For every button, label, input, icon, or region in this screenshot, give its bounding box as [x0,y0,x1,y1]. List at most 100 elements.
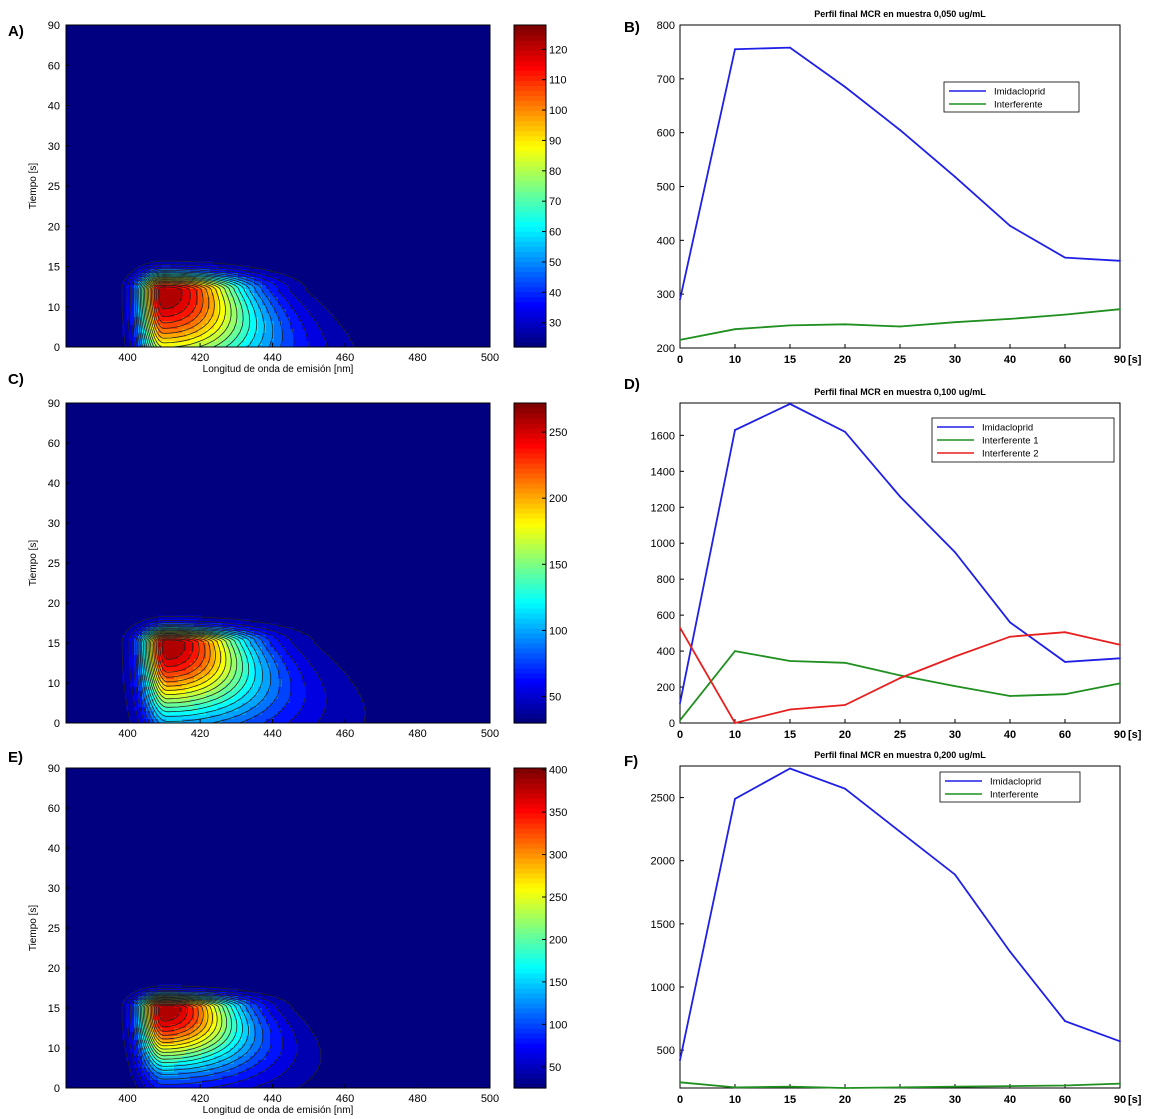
contour-cell [154,189,159,194]
contour-cell [274,57,279,62]
contour-cell [438,161,443,166]
contour-cell [282,145,287,150]
contour-cell [142,137,147,142]
contour-cell [358,197,363,202]
contour-cell [366,57,371,62]
contour-cell [78,29,83,34]
contour-cell [134,45,139,50]
contour-cell [486,65,490,70]
contour-cell [262,117,267,122]
contour-cell [290,69,295,74]
contour-cell [202,89,207,94]
contour-cell [202,181,207,186]
contour-cell [310,149,315,154]
contour-cell [446,109,451,114]
contour-cell [222,165,227,170]
contour-cell [258,149,263,154]
contour-cell [406,101,411,106]
contour-cell [478,121,483,126]
contour-cell [226,177,231,182]
contour-cell [354,149,359,154]
contour-cell [410,53,415,58]
contour-cell [446,121,451,126]
contour-cell [422,93,427,98]
contour-cell [214,117,219,122]
contour-cell [142,129,147,134]
contour-cell [258,173,263,178]
contour-cell [322,137,327,142]
contour-cell [394,97,399,102]
contour-cell [214,25,219,30]
contour-cell [146,149,151,154]
contour-cell [246,33,251,38]
contour-cell [362,165,367,170]
contour-cell [446,173,451,178]
contour-cell [454,125,459,130]
contour-cell [190,189,195,194]
contour-cell [382,105,387,110]
contour-cell [414,133,419,138]
contour-cell [446,153,451,158]
contour-cell [290,197,295,202]
contour-cell [194,73,199,78]
contour-cell [402,97,407,102]
contour-cell [326,201,331,206]
contour-cell [170,149,175,154]
contour-cell [262,197,267,202]
contour-cell [302,37,307,42]
contour-cell [230,201,235,206]
contour-cell [362,117,367,122]
contour-cell [378,25,383,30]
contour-cell [346,57,351,62]
contour-cell [346,137,351,142]
contour-cell [78,133,83,138]
contour-cell [338,113,343,118]
contour-cell [370,201,375,206]
contour-cell [350,61,355,66]
contour-cell [142,145,147,150]
contour-cell [150,73,155,78]
contour-cell [286,153,291,158]
contour-cell [298,161,303,166]
contour-cell [390,113,395,118]
contour-cell [390,137,395,142]
contour-cell [194,109,199,114]
contour-cell [286,189,291,194]
contour-cell [110,165,115,170]
contour-cell [474,197,479,202]
contour-cell [282,45,287,50]
contour-cell [178,53,183,58]
contour-cell [410,197,415,202]
contour-cell [314,105,319,110]
contour-cell [134,149,139,154]
contour-cell [422,189,427,194]
contour-cell [282,29,287,34]
contour-cell [202,165,207,170]
contour-cell [214,205,219,210]
contour-cell [314,181,319,186]
contour-cell [82,53,87,58]
contour-cell [278,61,283,66]
contour-cell [298,81,303,86]
contour-cell [338,37,343,42]
contour-cell [130,53,135,58]
contour-cell [102,189,107,194]
contour-cell [170,93,175,98]
contour-cell [422,65,427,70]
contour-cell [354,61,359,66]
contour-cell [78,97,83,102]
contour-cell [70,45,75,50]
contour-cell [314,53,319,58]
contour-cell [390,153,395,158]
contour-cell [278,169,283,174]
contour-cell [478,49,483,54]
contour-cell [358,53,363,58]
contour-cell [138,189,143,194]
contour-cell [342,105,347,110]
contour-cell [358,205,363,210]
contour-cell [238,121,243,126]
contour-cell [486,61,490,66]
contour-cell [122,49,127,54]
contour-cell [354,93,359,98]
contour-cell [122,141,127,146]
